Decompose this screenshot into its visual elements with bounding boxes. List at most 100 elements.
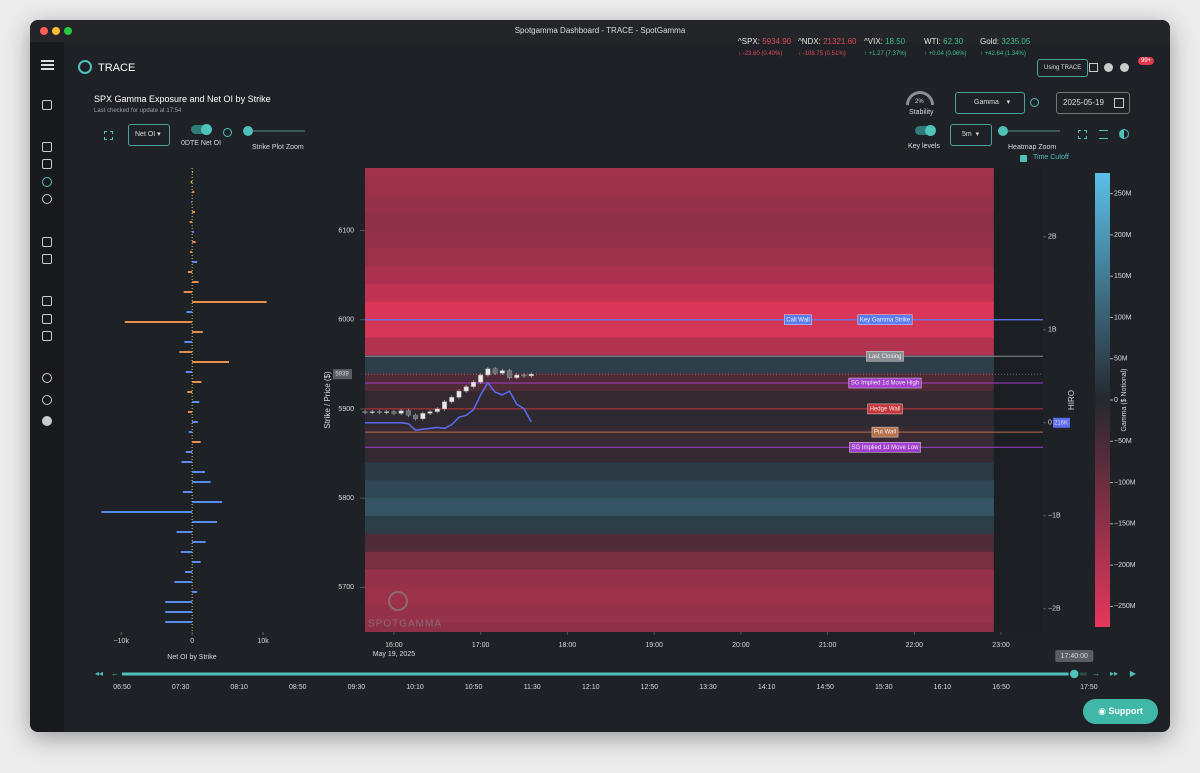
- heatmap-cell: [365, 373, 994, 392]
- y-tick-label: 5900: [338, 406, 354, 413]
- notification-badge[interactable]: 99+: [1138, 57, 1155, 65]
- bar: [192, 261, 198, 263]
- checkbox[interactable]: [1020, 155, 1027, 162]
- candle-body: [499, 370, 505, 374]
- oi-select[interactable]: Net OI ▾: [128, 124, 170, 146]
- bar: [190, 251, 193, 253]
- maximize-button[interactable]: [64, 27, 72, 35]
- timeline-control[interactable]: ▸▸: [1110, 669, 1118, 678]
- colorbar-tick-label: −200M: [1114, 562, 1136, 569]
- colorbar-tick-label: −100M: [1114, 479, 1136, 486]
- toggle[interactable]: [915, 125, 936, 136]
- candle-body: [456, 390, 462, 398]
- bar: [192, 171, 194, 173]
- bar: [192, 281, 199, 283]
- timeline-control[interactable]: ▶: [1130, 669, 1137, 678]
- date-picker[interactable]: 2025-05-19: [1056, 92, 1130, 114]
- title-bar: Spotgamma Dashboard - TRACE - SpotGamma: [30, 20, 1170, 42]
- candle-body: [492, 368, 498, 374]
- menu-icon[interactable]: [41, 60, 54, 62]
- candle-body: [391, 411, 397, 414]
- candle-body: [514, 374, 520, 378]
- icon[interactable]: [1120, 63, 1129, 72]
- key-level-label: Put Wall: [874, 430, 896, 436]
- colorbar-tick-label: 100M: [1114, 314, 1132, 321]
- slider[interactable]: [1000, 130, 1060, 132]
- heatmap-cell: [365, 230, 994, 249]
- nav-icon[interactable]: [42, 194, 52, 204]
- ticker-change: ↓ -108.75 (0.51%): [798, 51, 846, 57]
- key-level-tag: [871, 426, 899, 438]
- key-level-tag: [867, 403, 903, 415]
- colorbar-tick-label: 200M: [1114, 232, 1132, 239]
- x-tick-label: 22:00: [906, 642, 924, 649]
- slider-label: Strike Plot Zoom: [252, 144, 304, 151]
- x-tick-label: 18:00: [559, 642, 577, 649]
- bar: [187, 391, 193, 393]
- candle-body: [427, 411, 433, 414]
- toggle[interactable]: [191, 124, 212, 135]
- info-icon[interactable]: [223, 128, 232, 137]
- icon[interactable]: [1089, 63, 1098, 72]
- timeline-label: 08:10: [230, 684, 248, 691]
- expand-icon[interactable]: [1078, 130, 1087, 139]
- calendar-icon[interactable]: [1114, 98, 1124, 108]
- ticker: ^NDX: 21321.60 ↓ -108.75 (0.51%): [798, 36, 856, 60]
- nav-icon[interactable]: [42, 395, 52, 405]
- account-icon[interactable]: [42, 416, 52, 426]
- hiro-tag-label: 216K: [1054, 420, 1068, 426]
- nav-icon[interactable]: [42, 296, 52, 306]
- bar: [190, 181, 193, 183]
- nav-icon[interactable]: [42, 254, 52, 264]
- trace-icon[interactable]: [42, 177, 52, 187]
- slider-handle[interactable]: [243, 126, 253, 136]
- y2-axis-label: HIRO: [1067, 390, 1076, 410]
- nav-icon[interactable]: [42, 159, 52, 169]
- ticker-symbol: Gold:: [980, 37, 1000, 46]
- nav-icon[interactable]: [42, 331, 52, 341]
- nav-icon[interactable]: [42, 314, 52, 324]
- settings-icon[interactable]: [1099, 130, 1108, 139]
- timeline-handle[interactable]: [1068, 668, 1080, 680]
- greek-select[interactable]: Gamma ▾: [955, 92, 1025, 114]
- slider[interactable]: [245, 130, 305, 132]
- key-level-tag: [857, 314, 913, 325]
- info-icon[interactable]: [1030, 98, 1039, 107]
- nav-icon[interactable]: [42, 142, 52, 152]
- candle-body: [434, 408, 440, 412]
- select-text: 5m: [962, 131, 972, 138]
- nav-icon[interactable]: [42, 237, 52, 247]
- colorbar-tick-label: −50M: [1114, 438, 1132, 445]
- bar: [192, 231, 194, 233]
- timeline-control[interactable]: ◂◂: [95, 669, 103, 678]
- heatmap-cell: [365, 551, 994, 571]
- ticker-symbol: WTI:: [924, 37, 941, 46]
- bar: [192, 361, 230, 363]
- ticker-line: ^NDX: 21321.60: [798, 36, 856, 48]
- close-button[interactable]: [40, 27, 48, 35]
- price-tag-label: 5939: [335, 372, 349, 378]
- help-icon[interactable]: [1104, 63, 1113, 72]
- colorbar-tick-label: 0: [1114, 397, 1118, 404]
- ticker-price: 3235.05: [1001, 37, 1031, 46]
- key-level-label: Hedge Wall: [870, 407, 901, 413]
- sidebar: [30, 42, 64, 732]
- slider-handle[interactable]: [998, 126, 1008, 136]
- interval-select[interactable]: 5m ▾: [950, 124, 992, 146]
- bar: [192, 191, 195, 193]
- bar: [192, 521, 217, 523]
- bar: [192, 441, 201, 443]
- checkbox-label: Time Cutoff: [1033, 154, 1069, 161]
- using-trace-button[interactable]: Using TRACE: [1037, 59, 1089, 77]
- home-icon[interactable]: [42, 100, 52, 110]
- support-button[interactable]: ◉ Support: [1083, 699, 1158, 724]
- bar: [165, 621, 193, 623]
- expand-icon[interactable]: [104, 131, 113, 140]
- timeline-control[interactable]: →: [1092, 669, 1100, 678]
- ticker-line: Gold: 3235.05: [980, 36, 1030, 48]
- nav-icon[interactable]: [42, 373, 52, 383]
- minimize-button[interactable]: [52, 27, 60, 35]
- candle-body: [442, 401, 448, 410]
- theme-icon[interactable]: [1119, 129, 1129, 139]
- timeline-control[interactable]: ←: [111, 669, 119, 678]
